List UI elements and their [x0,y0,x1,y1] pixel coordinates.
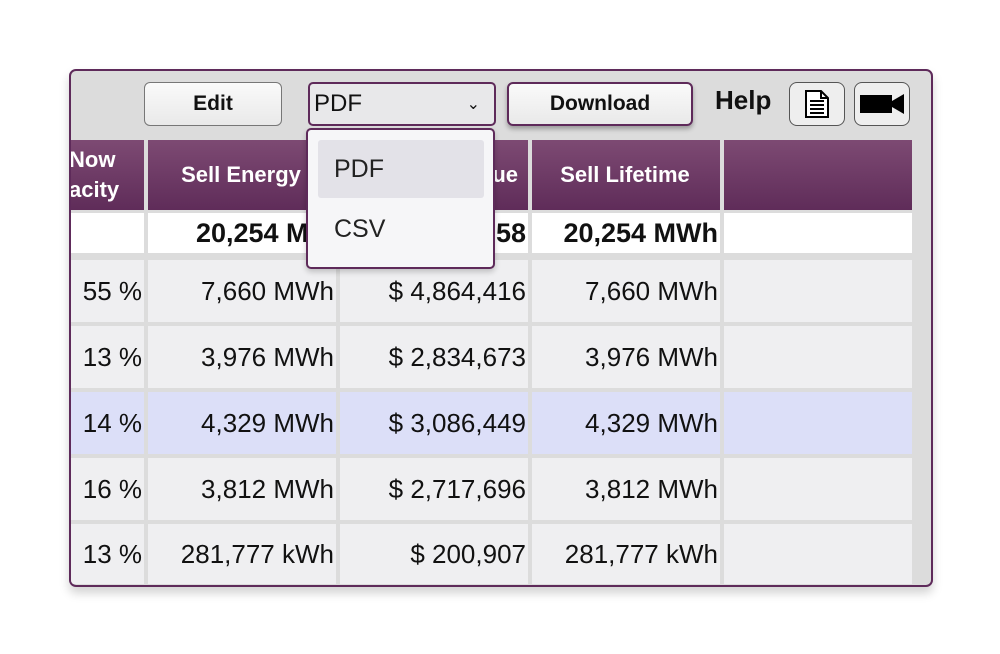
chevron-down-icon: ⌄ [466,96,480,113]
table-cell: 7,660 MWh [148,260,336,322]
document-icon [805,90,829,118]
report-panel: Edit PDF ⌄ Download Help Now acity Sell En… [69,69,933,587]
totals-cell [71,213,144,253]
format-dropdown-menu: PDF CSV [306,128,495,269]
table-cell: 16 % [71,458,144,520]
table-cell: $ 3,086,449 [340,392,528,454]
column-header-capacity: Now acity [69,140,144,210]
table-cell: 14 % [71,392,144,454]
table-cell: 281,777 kWh [148,524,336,584]
table-cell [724,524,912,584]
table-cell [724,392,912,454]
header-text: Now [69,147,116,172]
table-cell: 55 % [71,260,144,322]
table-cell: $ 200,907 [340,524,528,584]
table-cell: 3,976 MWh [532,326,720,388]
table-cell: $ 2,834,673 [340,326,528,388]
column-header-sell-lifetime: Sell Lifetime [532,140,720,210]
column-header-empty [724,140,912,210]
table-cell: 4,329 MWh [148,392,336,454]
table-cell: 7,660 MWh [532,260,720,322]
table-cell: 3,976 MWh [148,326,336,388]
totals-cell: 20,254 MWh [532,213,720,253]
table-cell: 3,812 MWh [148,458,336,520]
table-cell: 13 % [71,326,144,388]
totals-cell: 20,254 MW [148,213,336,253]
table-cell: 3,812 MWh [532,458,720,520]
table-cell: $ 4,864,416 [340,260,528,322]
help-document-button[interactable] [789,82,845,126]
edit-button[interactable]: Edit [144,82,282,126]
table-cell [724,260,912,322]
table-cell: $ 2,717,696 [340,458,528,520]
option-pdf[interactable]: PDF [318,140,484,198]
column-header-sell-energy: Sell Energy [148,140,336,210]
table-cell [724,458,912,520]
download-button[interactable]: Download [507,82,693,126]
help-video-button[interactable] [854,82,910,126]
format-select[interactable]: PDF ⌄ [308,82,496,126]
table-cell: 4,329 MWh [532,392,720,454]
header-text: acity [69,177,120,202]
table-cell: 281,777 kWh [532,524,720,584]
table-cell: 13 % [71,524,144,584]
help-label: Help [715,85,772,115]
totals-cell [724,213,912,253]
video-camera-icon [860,94,904,114]
format-select-value: PDF [314,90,362,117]
option-csv[interactable]: CSV [334,214,386,243]
table-cell [724,326,912,388]
